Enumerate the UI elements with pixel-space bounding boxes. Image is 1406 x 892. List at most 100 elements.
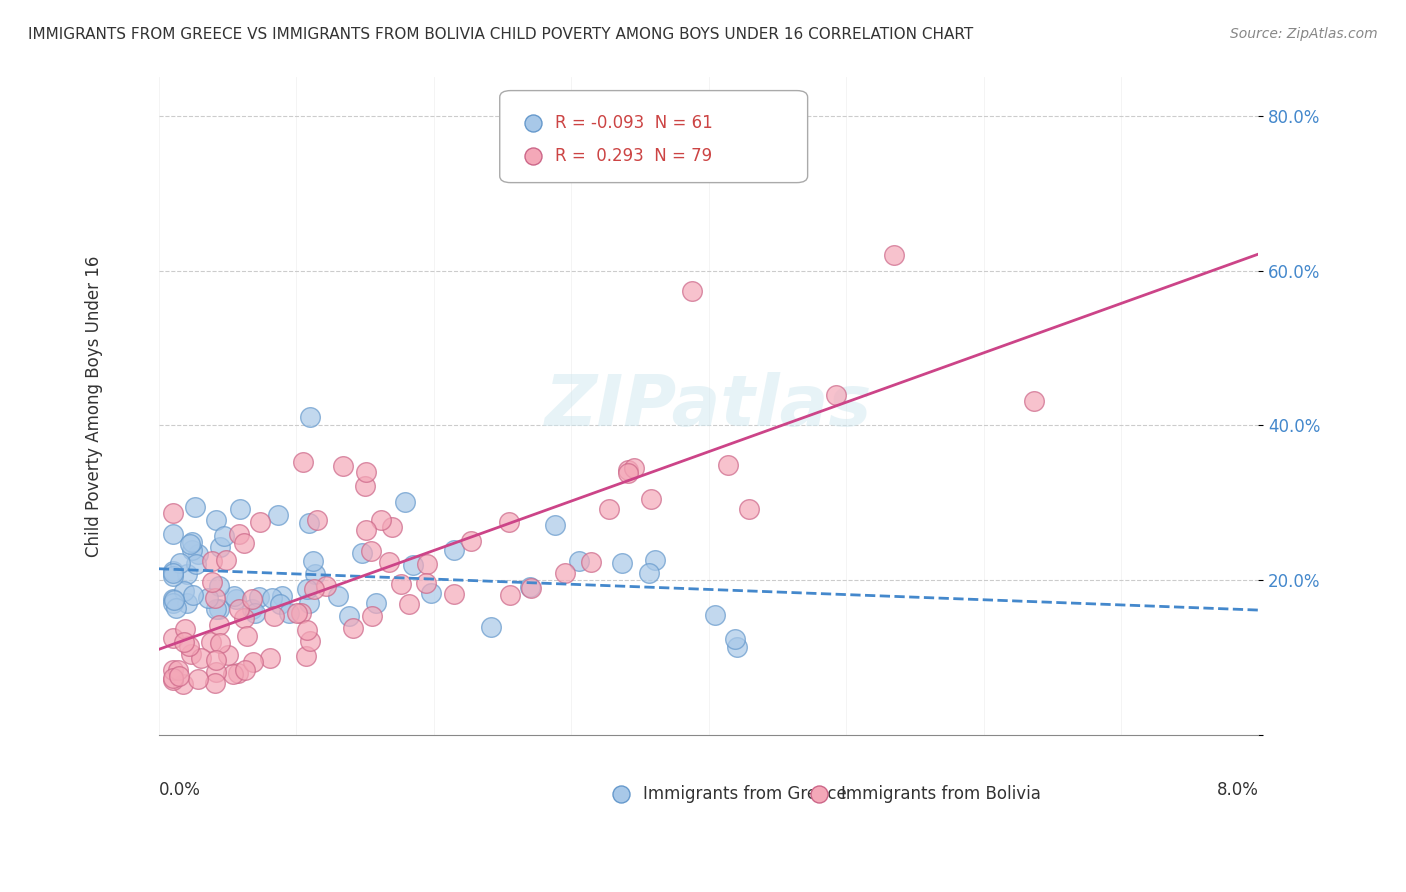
Point: [167, 669, 190, 683]
Point: [165, 601, 187, 615]
Point: [217, 648, 239, 663]
Point: [581, 556, 603, 570]
Point: [269, 598, 291, 612]
Point: [200, 635, 222, 649]
Text: Immigrants from Greece: Immigrants from Greece: [643, 785, 846, 803]
Point: [568, 554, 591, 568]
Point: [162, 663, 184, 677]
Point: [243, 607, 266, 621]
Point: [354, 465, 377, 479]
Point: [163, 592, 186, 607]
Point: [420, 585, 443, 599]
Point: [190, 651, 212, 665]
Point: [247, 590, 270, 604]
Text: Source: ZipAtlas.com: Source: ZipAtlas.com: [1230, 27, 1378, 41]
Text: R = -0.093  N = 61: R = -0.093 N = 61: [555, 114, 713, 132]
Point: [187, 547, 209, 561]
Point: [215, 553, 238, 567]
Point: [610, 556, 633, 570]
Point: [717, 458, 740, 472]
Point: [298, 634, 321, 648]
Point: [544, 517, 567, 532]
Text: 8.0%: 8.0%: [1216, 780, 1258, 799]
Point: [519, 581, 541, 595]
Point: [179, 639, 201, 653]
Point: [205, 665, 228, 680]
Point: [205, 602, 228, 616]
Point: [703, 607, 725, 622]
Point: [162, 566, 184, 581]
Point: [197, 591, 219, 606]
Point: [249, 515, 271, 529]
Point: [302, 554, 325, 568]
Point: [354, 479, 377, 493]
Point: [295, 623, 318, 637]
Point: [162, 569, 184, 583]
Point: [179, 537, 201, 551]
Point: [498, 516, 520, 530]
Text: R =  0.293  N = 79: R = 0.293 N = 79: [555, 147, 711, 165]
Point: [623, 460, 645, 475]
Point: [350, 546, 373, 560]
Point: [295, 649, 318, 664]
Point: [232, 611, 254, 625]
Point: [640, 491, 662, 506]
Text: 0.0%: 0.0%: [159, 780, 201, 799]
Point: [162, 591, 184, 606]
Point: [181, 588, 204, 602]
Point: [291, 455, 314, 469]
Point: [228, 527, 250, 541]
Point: [298, 596, 321, 610]
Point: [224, 589, 246, 603]
Point: [304, 582, 326, 596]
Text: ZIPatlas: ZIPatlas: [546, 372, 872, 441]
Point: [263, 609, 285, 624]
Point: [499, 588, 522, 602]
Point: [519, 580, 541, 594]
Point: [738, 502, 761, 516]
FancyBboxPatch shape: [499, 91, 807, 183]
Point: [270, 589, 292, 603]
Point: [225, 591, 247, 606]
Point: [162, 527, 184, 541]
Point: [242, 655, 264, 669]
Point: [315, 579, 337, 593]
Point: [208, 601, 231, 615]
Point: [201, 575, 224, 590]
Point: [233, 536, 256, 550]
Point: [184, 557, 207, 571]
Point: [617, 463, 640, 477]
Point: [176, 596, 198, 610]
Point: [381, 520, 404, 534]
Point: [267, 508, 290, 522]
Point: [370, 513, 392, 527]
Point: [162, 596, 184, 610]
Point: [204, 513, 226, 527]
Point: [415, 576, 437, 591]
Point: [598, 501, 620, 516]
Point: [204, 676, 226, 690]
Point: [172, 677, 194, 691]
Point: [354, 523, 377, 537]
Point: [201, 554, 224, 568]
Point: [443, 542, 465, 557]
Point: [389, 577, 412, 591]
Point: [181, 535, 204, 549]
Point: [332, 459, 354, 474]
Point: [162, 673, 184, 688]
Point: [337, 608, 360, 623]
Point: [644, 553, 666, 567]
Point: [1022, 393, 1045, 408]
Point: [162, 631, 184, 645]
Point: [298, 516, 321, 531]
Point: [221, 666, 243, 681]
Point: [240, 591, 263, 606]
Point: [299, 410, 322, 425]
Point: [228, 602, 250, 616]
Point: [401, 558, 423, 572]
Point: [360, 544, 382, 558]
Point: [883, 248, 905, 262]
Point: [236, 629, 259, 643]
Point: [174, 623, 197, 637]
Point: [398, 598, 420, 612]
